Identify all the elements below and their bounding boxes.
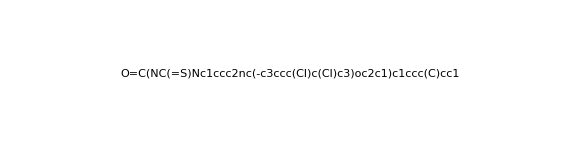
Text: O=C(NC(=S)Nc1ccc2nc(-c3ccc(Cl)c(Cl)c3)oc2c1)c1ccc(C)cc1: O=C(NC(=S)Nc1ccc2nc(-c3ccc(Cl)c(Cl)c3)oc… bbox=[121, 69, 460, 78]
